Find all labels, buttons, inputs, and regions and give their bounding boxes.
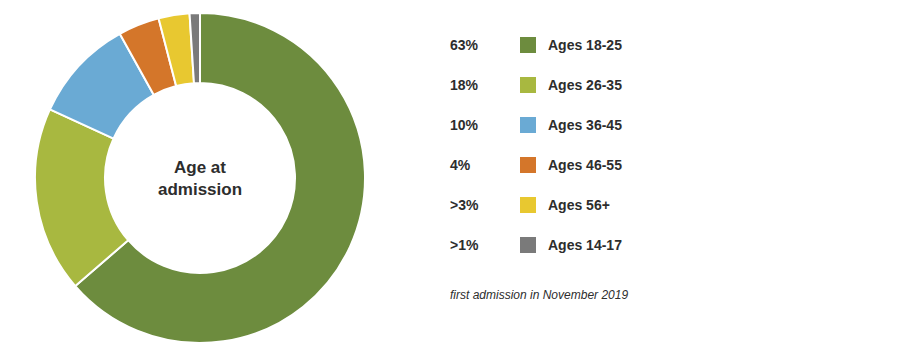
svg-text:Ages 46-55: Ages 46-55 bbox=[548, 157, 622, 173]
svg-text:Ages 56+: Ages 56+ bbox=[548, 197, 610, 213]
svg-text:>1%: >1% bbox=[450, 237, 479, 253]
svg-text:Age at: Age at bbox=[174, 158, 226, 177]
svg-text:first admission in November 20: first admission in November 2019 bbox=[450, 288, 628, 302]
svg-text:18%: 18% bbox=[450, 77, 479, 93]
svg-text:10%: 10% bbox=[450, 117, 479, 133]
svg-text:>3%: >3% bbox=[450, 197, 479, 213]
svg-text:admission: admission bbox=[158, 180, 242, 199]
svg-text:4%: 4% bbox=[450, 157, 471, 173]
svg-text:Ages 36-45: Ages 36-45 bbox=[548, 117, 622, 133]
svg-text:Ages 26-35: Ages 26-35 bbox=[548, 77, 622, 93]
svg-text:63%: 63% bbox=[450, 37, 479, 53]
svg-text:Ages 18-25: Ages 18-25 bbox=[548, 37, 622, 53]
svg-text:Ages 14-17: Ages 14-17 bbox=[548, 237, 622, 253]
